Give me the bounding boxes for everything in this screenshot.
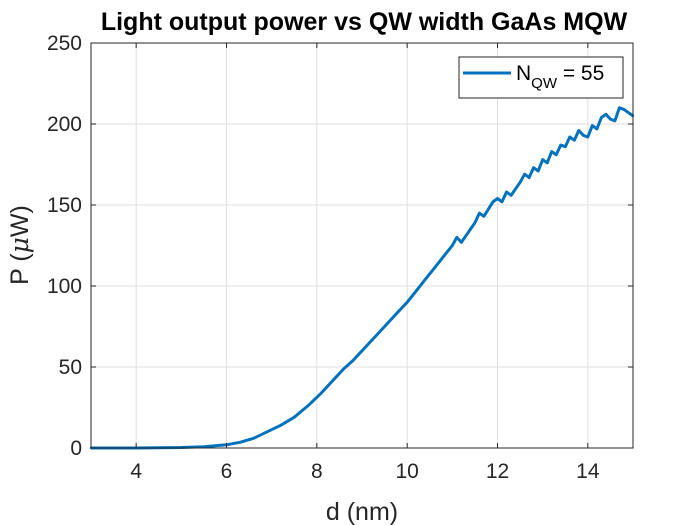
data-point <box>577 129 580 132</box>
data-point <box>265 430 269 433</box>
data-point <box>613 119 617 123</box>
data-point <box>442 255 445 258</box>
data-point <box>523 173 526 176</box>
plot-frame <box>90 42 634 449</box>
data-point <box>473 221 477 224</box>
plot-area <box>91 43 633 448</box>
data-point <box>537 169 540 173</box>
data-point <box>550 150 553 153</box>
x-ticks: 4 6 8 10 12 14 <box>130 43 600 483</box>
y-tick-label: 150 <box>47 194 82 217</box>
data-point <box>600 116 603 119</box>
data-point <box>573 139 576 142</box>
data-point <box>609 117 612 121</box>
data-point <box>555 153 558 156</box>
data-point <box>342 367 346 370</box>
data-point <box>451 244 454 247</box>
y-axis-label: P (μW) <box>5 205 34 285</box>
data-point <box>509 194 513 197</box>
data-point <box>433 267 436 270</box>
data-point <box>396 310 400 314</box>
data-point <box>478 211 481 215</box>
y-axis-label-unit: W) <box>6 205 34 237</box>
y-ticks: 0 50 100 150 200 250 <box>47 32 633 460</box>
data-point <box>482 215 486 218</box>
data-point <box>527 176 531 179</box>
data-point <box>320 391 323 395</box>
data-point <box>293 416 296 419</box>
data-point <box>202 445 206 448</box>
y-tick-label: 0 <box>70 437 82 460</box>
data-point <box>279 424 282 427</box>
data-point <box>455 236 458 239</box>
legend-label-base: N <box>516 62 531 85</box>
data-point <box>559 143 562 147</box>
x-tick-label: 10 <box>395 460 418 483</box>
data-point <box>406 301 409 304</box>
x-tick-label: 14 <box>576 460 600 483</box>
data-point <box>618 106 621 110</box>
data-point <box>564 145 567 148</box>
data-point <box>469 228 472 231</box>
data-point <box>627 111 630 114</box>
data-point <box>360 349 364 352</box>
data-point <box>622 108 626 111</box>
data-point <box>496 197 499 200</box>
data-point <box>252 437 255 440</box>
x-tick-label: 6 <box>221 460 233 483</box>
x-grid <box>135 43 589 448</box>
x-axis-label: d (nm) <box>326 498 398 525</box>
chart-title: Light output power vs QW width GaAs MQW <box>101 8 628 36</box>
x-tick-label: 12 <box>486 460 509 483</box>
data-point <box>369 339 373 343</box>
data-point <box>532 166 535 169</box>
data-point <box>505 190 508 194</box>
legend: NQW = 55 <box>458 56 624 99</box>
legend-box <box>458 56 624 99</box>
data-point <box>586 135 589 139</box>
data-point <box>541 158 544 161</box>
data-point <box>500 200 504 203</box>
legend-label-suffix: = 55 <box>557 62 604 85</box>
data-point <box>595 127 599 131</box>
data-point <box>333 377 337 380</box>
y-tick-label: 250 <box>47 32 82 55</box>
data-point <box>518 181 522 184</box>
data-point <box>568 135 571 139</box>
data-point <box>387 320 391 323</box>
y-tick-label: 200 <box>47 113 82 136</box>
data-point <box>238 441 242 444</box>
data-point <box>351 359 355 362</box>
data-point <box>306 404 309 408</box>
data-point <box>491 200 495 203</box>
x-tick-label: 4 <box>130 460 142 483</box>
data-point <box>378 330 382 333</box>
data-point <box>424 278 427 281</box>
data-point <box>582 134 585 137</box>
y-tick-label: 100 <box>47 275 82 298</box>
y-tick-label: 50 <box>59 356 82 379</box>
legend-label-subscript: QW <box>531 75 558 92</box>
data-point <box>460 241 463 244</box>
y-axis-label-symbol: μ <box>5 237 34 253</box>
y-axis-label-main: P ( <box>6 253 34 285</box>
x-tick-label: 8 <box>311 460 323 483</box>
data-point <box>604 113 608 116</box>
data-point <box>591 124 594 127</box>
data-point <box>415 289 418 293</box>
legend-label: NQW = 55 <box>516 62 604 92</box>
data-point <box>546 161 549 165</box>
